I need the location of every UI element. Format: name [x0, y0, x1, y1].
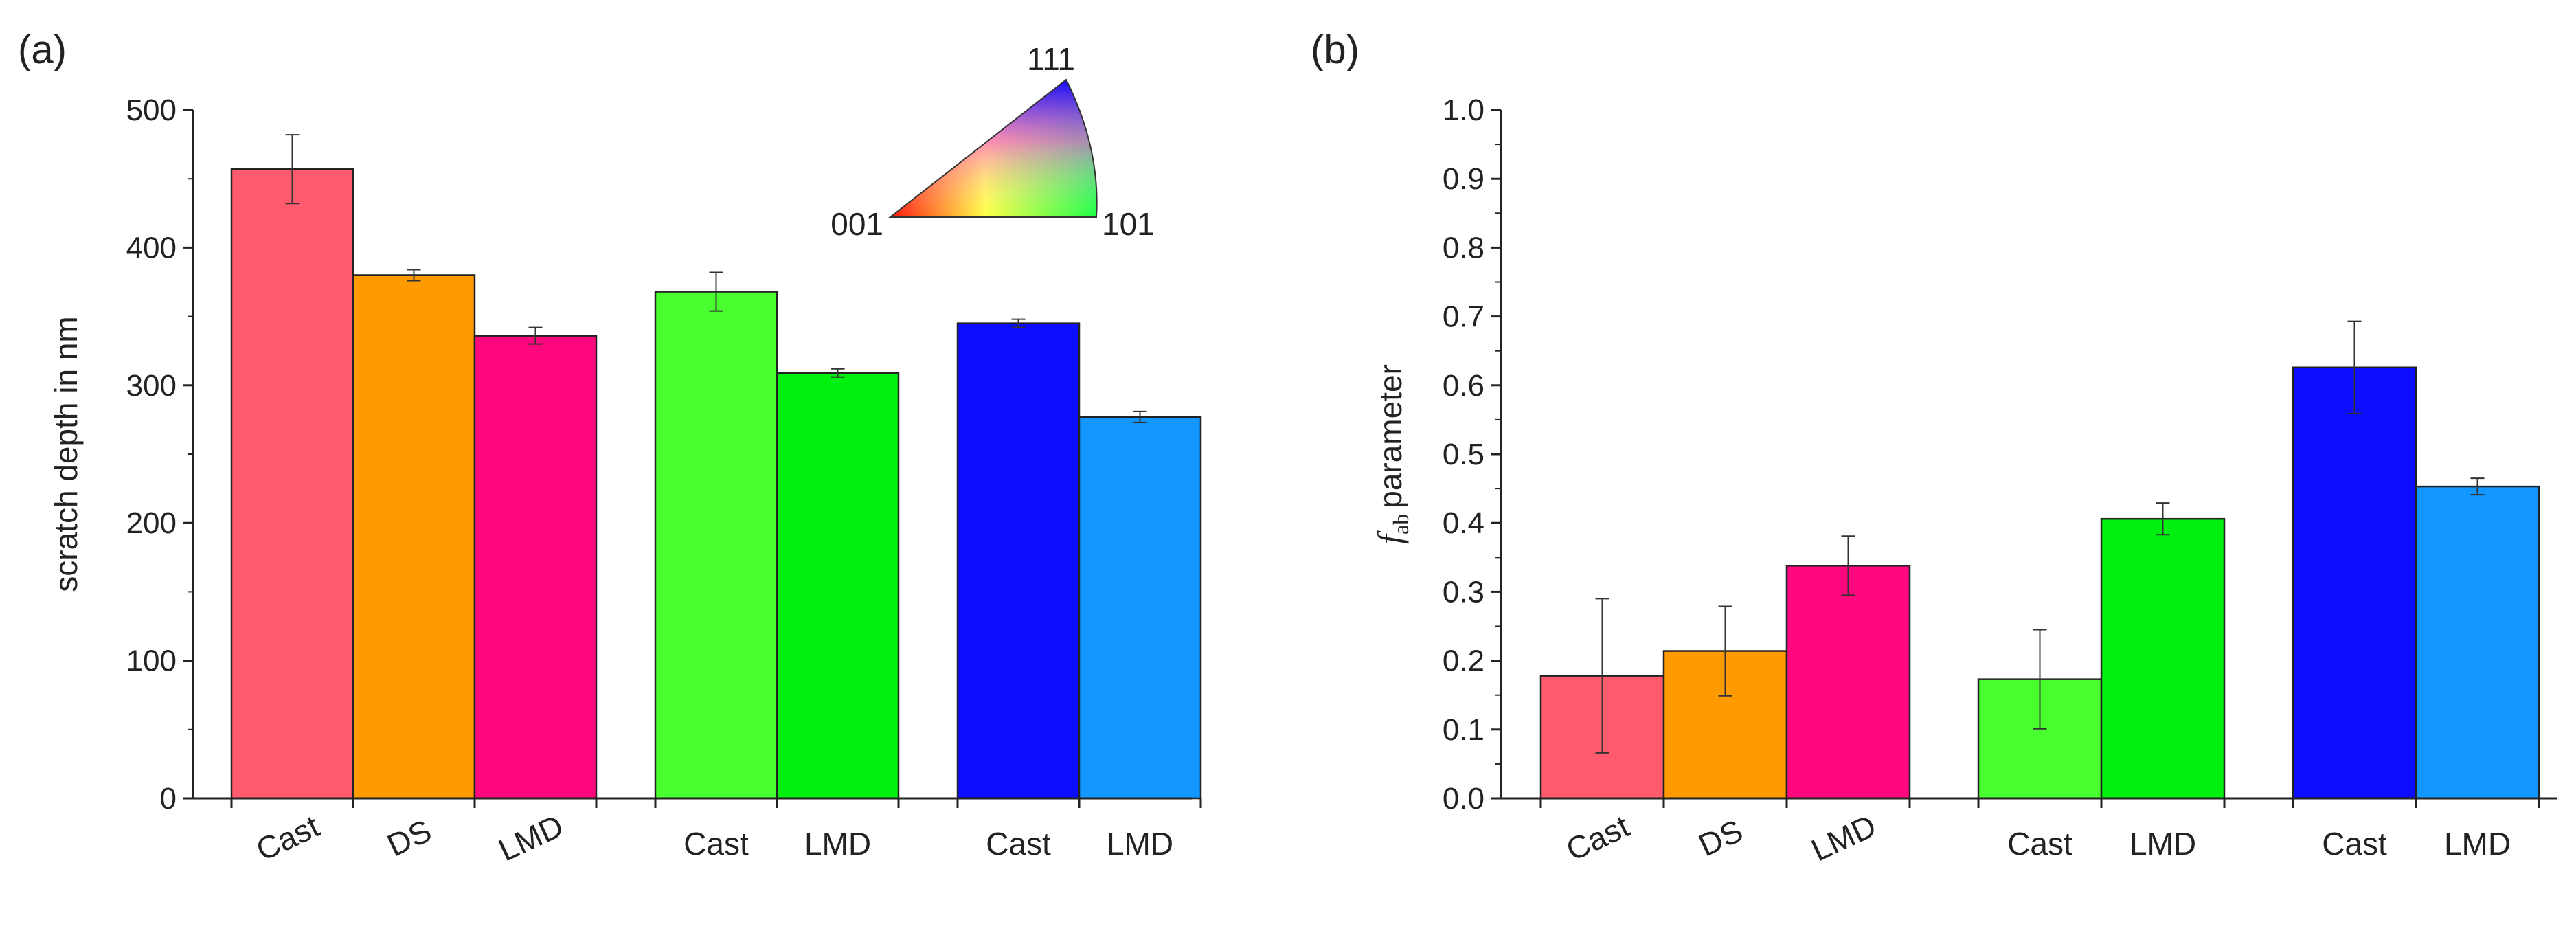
ipf-color-legend: 001 101 111 [831, 41, 1155, 242]
y-tick-label: 0.3 [1443, 575, 1484, 609]
y-tick-label: 400 [126, 231, 177, 265]
x-tick-label: DS [382, 812, 437, 863]
bar-lmd [776, 372, 900, 800]
y-tick-label: 0.7 [1443, 300, 1484, 334]
panel-b: (b) 0.0 0.1 0.2 0.3 0.4 0.5 0.6 0.7 0.8 0.9 1.0 Ca… [1311, 27, 2557, 868]
x-tick-label: LMD [804, 826, 871, 862]
ipf-label-101: 101 [1102, 206, 1155, 242]
x-tick-label: LMD [493, 807, 569, 868]
x-tick-label: Cast [683, 826, 749, 862]
bar-lmd [1785, 565, 1911, 800]
panel-a-bars [230, 134, 1202, 808]
bar-lmd [1078, 416, 1202, 800]
y-tick-label: 100 [126, 644, 177, 678]
bar-ds [352, 274, 476, 800]
x-tick-label: Cast [1561, 808, 1635, 868]
bar-lmd [2415, 485, 2540, 800]
panel-a-label: (a) [18, 27, 67, 72]
x-tick-label: DS [1693, 812, 1748, 863]
y-tick-label: 500 [126, 93, 177, 127]
ipf-label-111: 111 [1027, 41, 1075, 77]
bar-cast [956, 322, 1081, 800]
y-tick-label: 0 [160, 782, 177, 816]
y-tick-label: 0.2 [1443, 644, 1484, 678]
panel-a-x-tick-labels: Cast DS LMD Cast LMD Cast LMD [251, 807, 1173, 868]
panel-a-y-axis-ticks: 0 100 200 300 400 500 [126, 93, 193, 816]
x-tick-label: Cast [2322, 826, 2387, 862]
x-tick-label: LMD [2129, 826, 2196, 862]
y-tick-label: 0.9 [1443, 162, 1484, 196]
panel-a-y-axis-label: scratch depth in nm [48, 316, 84, 592]
bar-lmd [2100, 517, 2226, 800]
panel-b-y-axis-label: fabparameter [1370, 364, 1413, 544]
x-tick-label: LMD [2444, 826, 2511, 862]
y-tick-label: 0.0 [1443, 782, 1484, 816]
y-tick-label: 0.1 [1443, 713, 1484, 747]
x-tick-label: LMD [1806, 807, 1882, 868]
y-tick-label: 0.5 [1443, 438, 1484, 471]
panel-b-label: (b) [1311, 27, 1359, 72]
bar-cast [230, 168, 354, 800]
panel-b-x-tick-labels: Cast DS LMD Cast LMD Cast LMD [1561, 807, 2511, 868]
panel-b-axes [1500, 110, 2557, 800]
bar-cast [654, 291, 778, 800]
x-tick-label: Cast [251, 808, 325, 868]
x-tick-label: Cast [2007, 826, 2072, 862]
y-tick-label: 0.6 [1443, 369, 1484, 403]
panel-b-y-axis-ticks: 0.0 0.1 0.2 0.3 0.4 0.5 0.6 0.7 0.8 0.9 1.0 [1443, 93, 1501, 816]
ipf-triangle-fill [890, 80, 1097, 217]
bar-cast [2292, 366, 2417, 800]
ipf-triangle-outline [888, 78, 1098, 218]
y-tick-label: 1.0 [1443, 93, 1484, 127]
y-tick-label: 300 [126, 369, 177, 403]
bar-lmd [473, 335, 598, 800]
y-tick-label: 0.4 [1443, 506, 1484, 540]
panel-a-axes [192, 110, 1192, 800]
panel-b-y-label-text: parameter [1372, 364, 1408, 508]
y-tick-label: 0.8 [1443, 231, 1484, 265]
ipf-label-001: 001 [831, 206, 883, 242]
panel-b-bars [1539, 320, 2540, 808]
y-tick-label: 200 [126, 506, 177, 540]
x-tick-label: LMD [1107, 826, 1173, 862]
x-tick-label: Cast [986, 826, 1051, 862]
panel-b-y-label-subscript: ab [1388, 514, 1413, 535]
